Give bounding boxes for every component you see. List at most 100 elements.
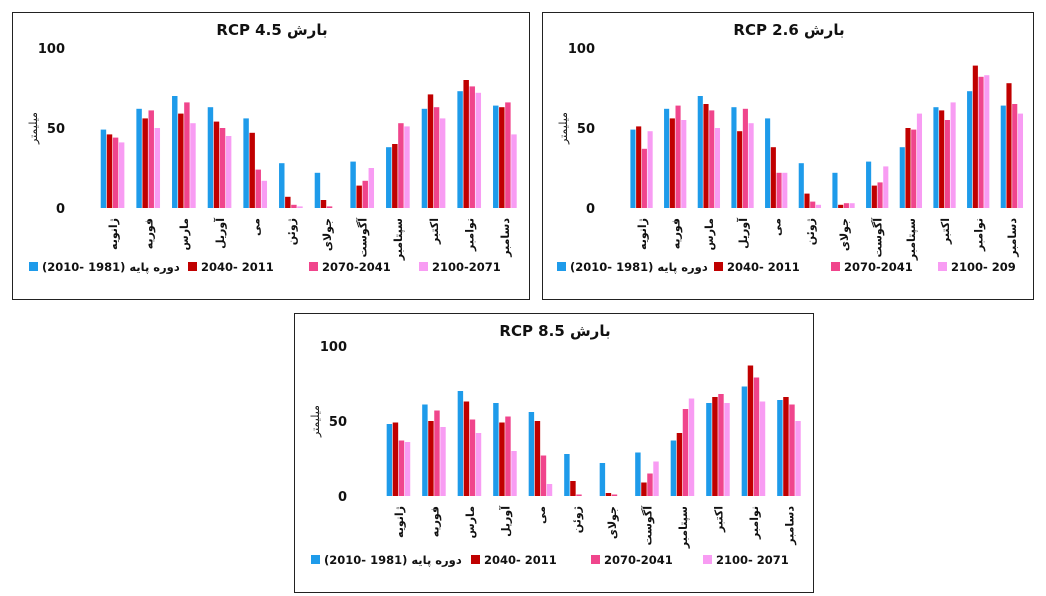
x-tick-label: نوامبر (464, 218, 477, 252)
x-tick-label: اکتبر (939, 218, 952, 245)
bar (669, 118, 675, 208)
bar (630, 129, 636, 208)
y-tick-label: 0 (338, 490, 347, 505)
bar (243, 118, 249, 208)
x-tick-label: مارس (703, 218, 716, 250)
bar (112, 137, 119, 208)
x-tick-label: اکتبر (712, 506, 725, 533)
bar (511, 134, 517, 208)
x-tick-label: نوامبر (748, 506, 761, 540)
chart-panel-rcp45: بارش RCP 4.5 میلیمتر 0 50 100 ژانویه فوریه مارس… (12, 12, 530, 300)
bar (499, 422, 505, 496)
bar (765, 118, 771, 208)
x-tick-label: آگوست (871, 218, 885, 258)
bar (505, 416, 511, 496)
chart-rcp26: بارش RCP 2.6 میلیمتر 0 50 100 ژانویه فوریه مارس… (557, 21, 1024, 275)
x-tick-label: می (771, 218, 784, 236)
legend-swatch (311, 555, 320, 564)
bar (457, 391, 464, 496)
bar (611, 494, 618, 496)
x-tick-label: جولای (606, 506, 619, 539)
bar (664, 108, 670, 208)
x-tick-label: ژانویه (107, 218, 120, 250)
bar (422, 404, 428, 496)
legend-swatch (309, 262, 318, 271)
legend-swatch (938, 262, 947, 271)
bar (261, 180, 268, 208)
x-tick-label: می (250, 218, 263, 236)
x-tick-label: آوریل (736, 218, 750, 249)
bar (386, 424, 393, 496)
bar (440, 427, 446, 496)
bar (457, 91, 463, 208)
bar (714, 128, 721, 208)
chart-title: بارش RCP 4.5 (216, 21, 327, 39)
bar (972, 65, 978, 208)
bar (493, 403, 499, 496)
bar (190, 123, 196, 208)
bar (675, 105, 681, 208)
bar (142, 118, 148, 208)
bar (688, 398, 695, 496)
bar (967, 91, 973, 208)
x-tick-label: دسامبر (499, 218, 512, 258)
legend-entry: 2040- 2011 (727, 260, 800, 274)
x-tick-label: نوامبر (973, 218, 986, 252)
bar (297, 206, 303, 208)
bar (916, 113, 923, 208)
chart-panel-rcp85: بارش RCP 8.5 میلیمتر 0 50 100 ژانویه فوریه مارس… (294, 313, 814, 593)
bar (939, 110, 945, 208)
legend-entry: 2070-2041 (604, 553, 673, 567)
x-tick-label: ژوئن (285, 218, 298, 245)
x-tick-label: فوریه (428, 506, 441, 537)
x-tick-label: ژوئن (570, 506, 583, 533)
bar (950, 102, 956, 208)
bar (100, 129, 107, 208)
bar (106, 134, 113, 208)
legend-swatch (557, 262, 566, 271)
bar (433, 107, 440, 208)
legend-entry: دوره پایه (1981 -2010) (42, 260, 180, 275)
bar (570, 481, 576, 496)
legend-swatch (591, 555, 600, 564)
y-axis-label: میلیمتر (557, 112, 570, 145)
legend-entry: دوره پایه (1981 -2010) (570, 260, 708, 275)
bar (747, 365, 754, 496)
bar (641, 148, 647, 208)
x-tick-label: مارس (178, 218, 191, 250)
bar (810, 201, 816, 208)
bar (404, 442, 411, 496)
bar (815, 204, 822, 208)
bar (511, 451, 517, 496)
bar (463, 80, 469, 208)
bar (362, 180, 368, 208)
bar (883, 166, 889, 208)
x-tick-label: می (535, 506, 548, 524)
legend-swatch (714, 262, 723, 271)
bar (984, 75, 990, 208)
chart-rcp85: بارش RCP 8.5 میلیمتر 0 50 100 ژانویه فوریه مارس… (309, 322, 801, 568)
x-tick-label: آوریل (213, 218, 227, 249)
bar (421, 108, 428, 208)
bar (681, 120, 687, 208)
x-tick-label: ژانویه (636, 218, 649, 250)
bar (1006, 83, 1012, 208)
x-tick-label: دسامبر (783, 506, 796, 546)
bar (933, 107, 939, 208)
bar (670, 440, 677, 496)
bar (546, 484, 553, 496)
bar (838, 204, 844, 208)
bar (493, 105, 499, 208)
bar (499, 107, 505, 208)
y-tick-label: 50 (47, 122, 65, 137)
bar (475, 92, 482, 208)
legend-swatch (188, 262, 197, 271)
bar (647, 131, 653, 208)
bar (540, 455, 547, 496)
bar (225, 136, 232, 208)
legend-swatch (29, 262, 38, 271)
y-tick-label: 100 (38, 42, 65, 57)
bar (178, 113, 184, 208)
bar (249, 132, 255, 208)
bar (463, 401, 470, 496)
